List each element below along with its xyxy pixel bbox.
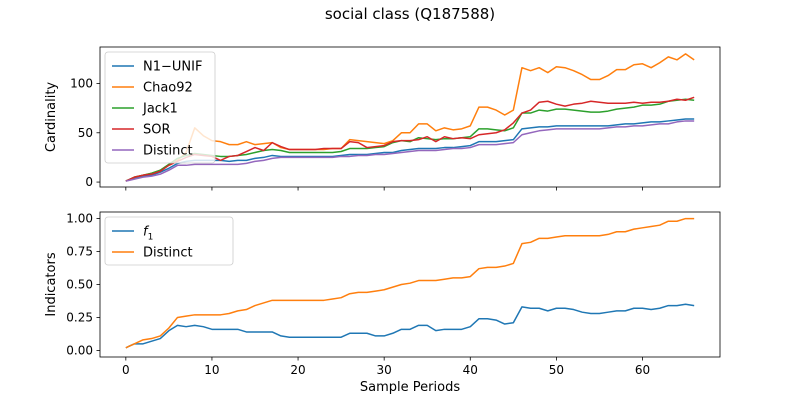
figure-title: social class (Q187588) (325, 5, 495, 23)
cardinality-series-line-4 (125, 96, 695, 182)
cardinality-y-tick-label: 50 (78, 126, 93, 140)
cardinality-series-line-5 (125, 120, 695, 182)
cardinality-axes-frame (99, 46, 721, 188)
indicators-x-tick-label: 40 (463, 363, 478, 377)
indicators-y-tick-label: 0.75 (66, 245, 93, 259)
indicators-series-line-2 (125, 217, 695, 349)
cardinality-legend-label-4: SOR (143, 123, 171, 138)
cardinality-legend-label-2: Chao92 (143, 81, 193, 96)
cardinality-panel: 0 50 100 Cardinality N1−UNIF Chao92 Jack1 SOR Di… (44, 46, 721, 191)
cardinality-y-tick-label: 0 (85, 175, 93, 189)
cardinality-series-line-3 (125, 98, 695, 182)
indicators-x-tick-label: 10 (204, 363, 219, 377)
cardinality-y-axis-label: Cardinality (44, 82, 59, 153)
indicators-x-tick-label: 50 (549, 363, 564, 377)
indicators-panel: 0 10 20 30 40 50 60 0.00 0.25 0.50 0.75 1.00 Indicat… (44, 212, 721, 395)
indicators-series-line-1 (125, 303, 695, 349)
indicators-y-tick-label: 0.50 (66, 278, 93, 292)
indicators-x-axis-label: Sample Periods (360, 380, 460, 395)
indicators-legend-box (104, 216, 234, 266)
cardinality-legend-label-1: N1−UNIF (143, 60, 202, 75)
indicators-legend-label-2: Distinct (143, 246, 193, 261)
indicators-y-tick-label: 0.25 (66, 310, 93, 324)
indicators-y-tick-label: 1.00 (66, 212, 93, 226)
cardinality-legend-label-5: Distinct (143, 144, 193, 159)
cardinality-series-line-2 (125, 53, 695, 182)
cardinality-legend-box (104, 51, 216, 164)
indicators-x-tick-label: 60 (635, 363, 650, 377)
indicators-y-tick-label: 0.00 (66, 343, 93, 357)
indicators-legend-label-1: f1 (143, 225, 153, 243)
indicators-x-tick-label: 20 (290, 363, 305, 377)
indicators-x-tick-label: 0 (122, 363, 130, 377)
cardinality-legend-label-3: Jack1 (142, 102, 178, 117)
indicators-y-axis-label: Indicators (44, 252, 59, 316)
cardinality-y-tick-label: 100 (70, 76, 93, 90)
indicators-x-tick-label: 30 (377, 363, 392, 377)
